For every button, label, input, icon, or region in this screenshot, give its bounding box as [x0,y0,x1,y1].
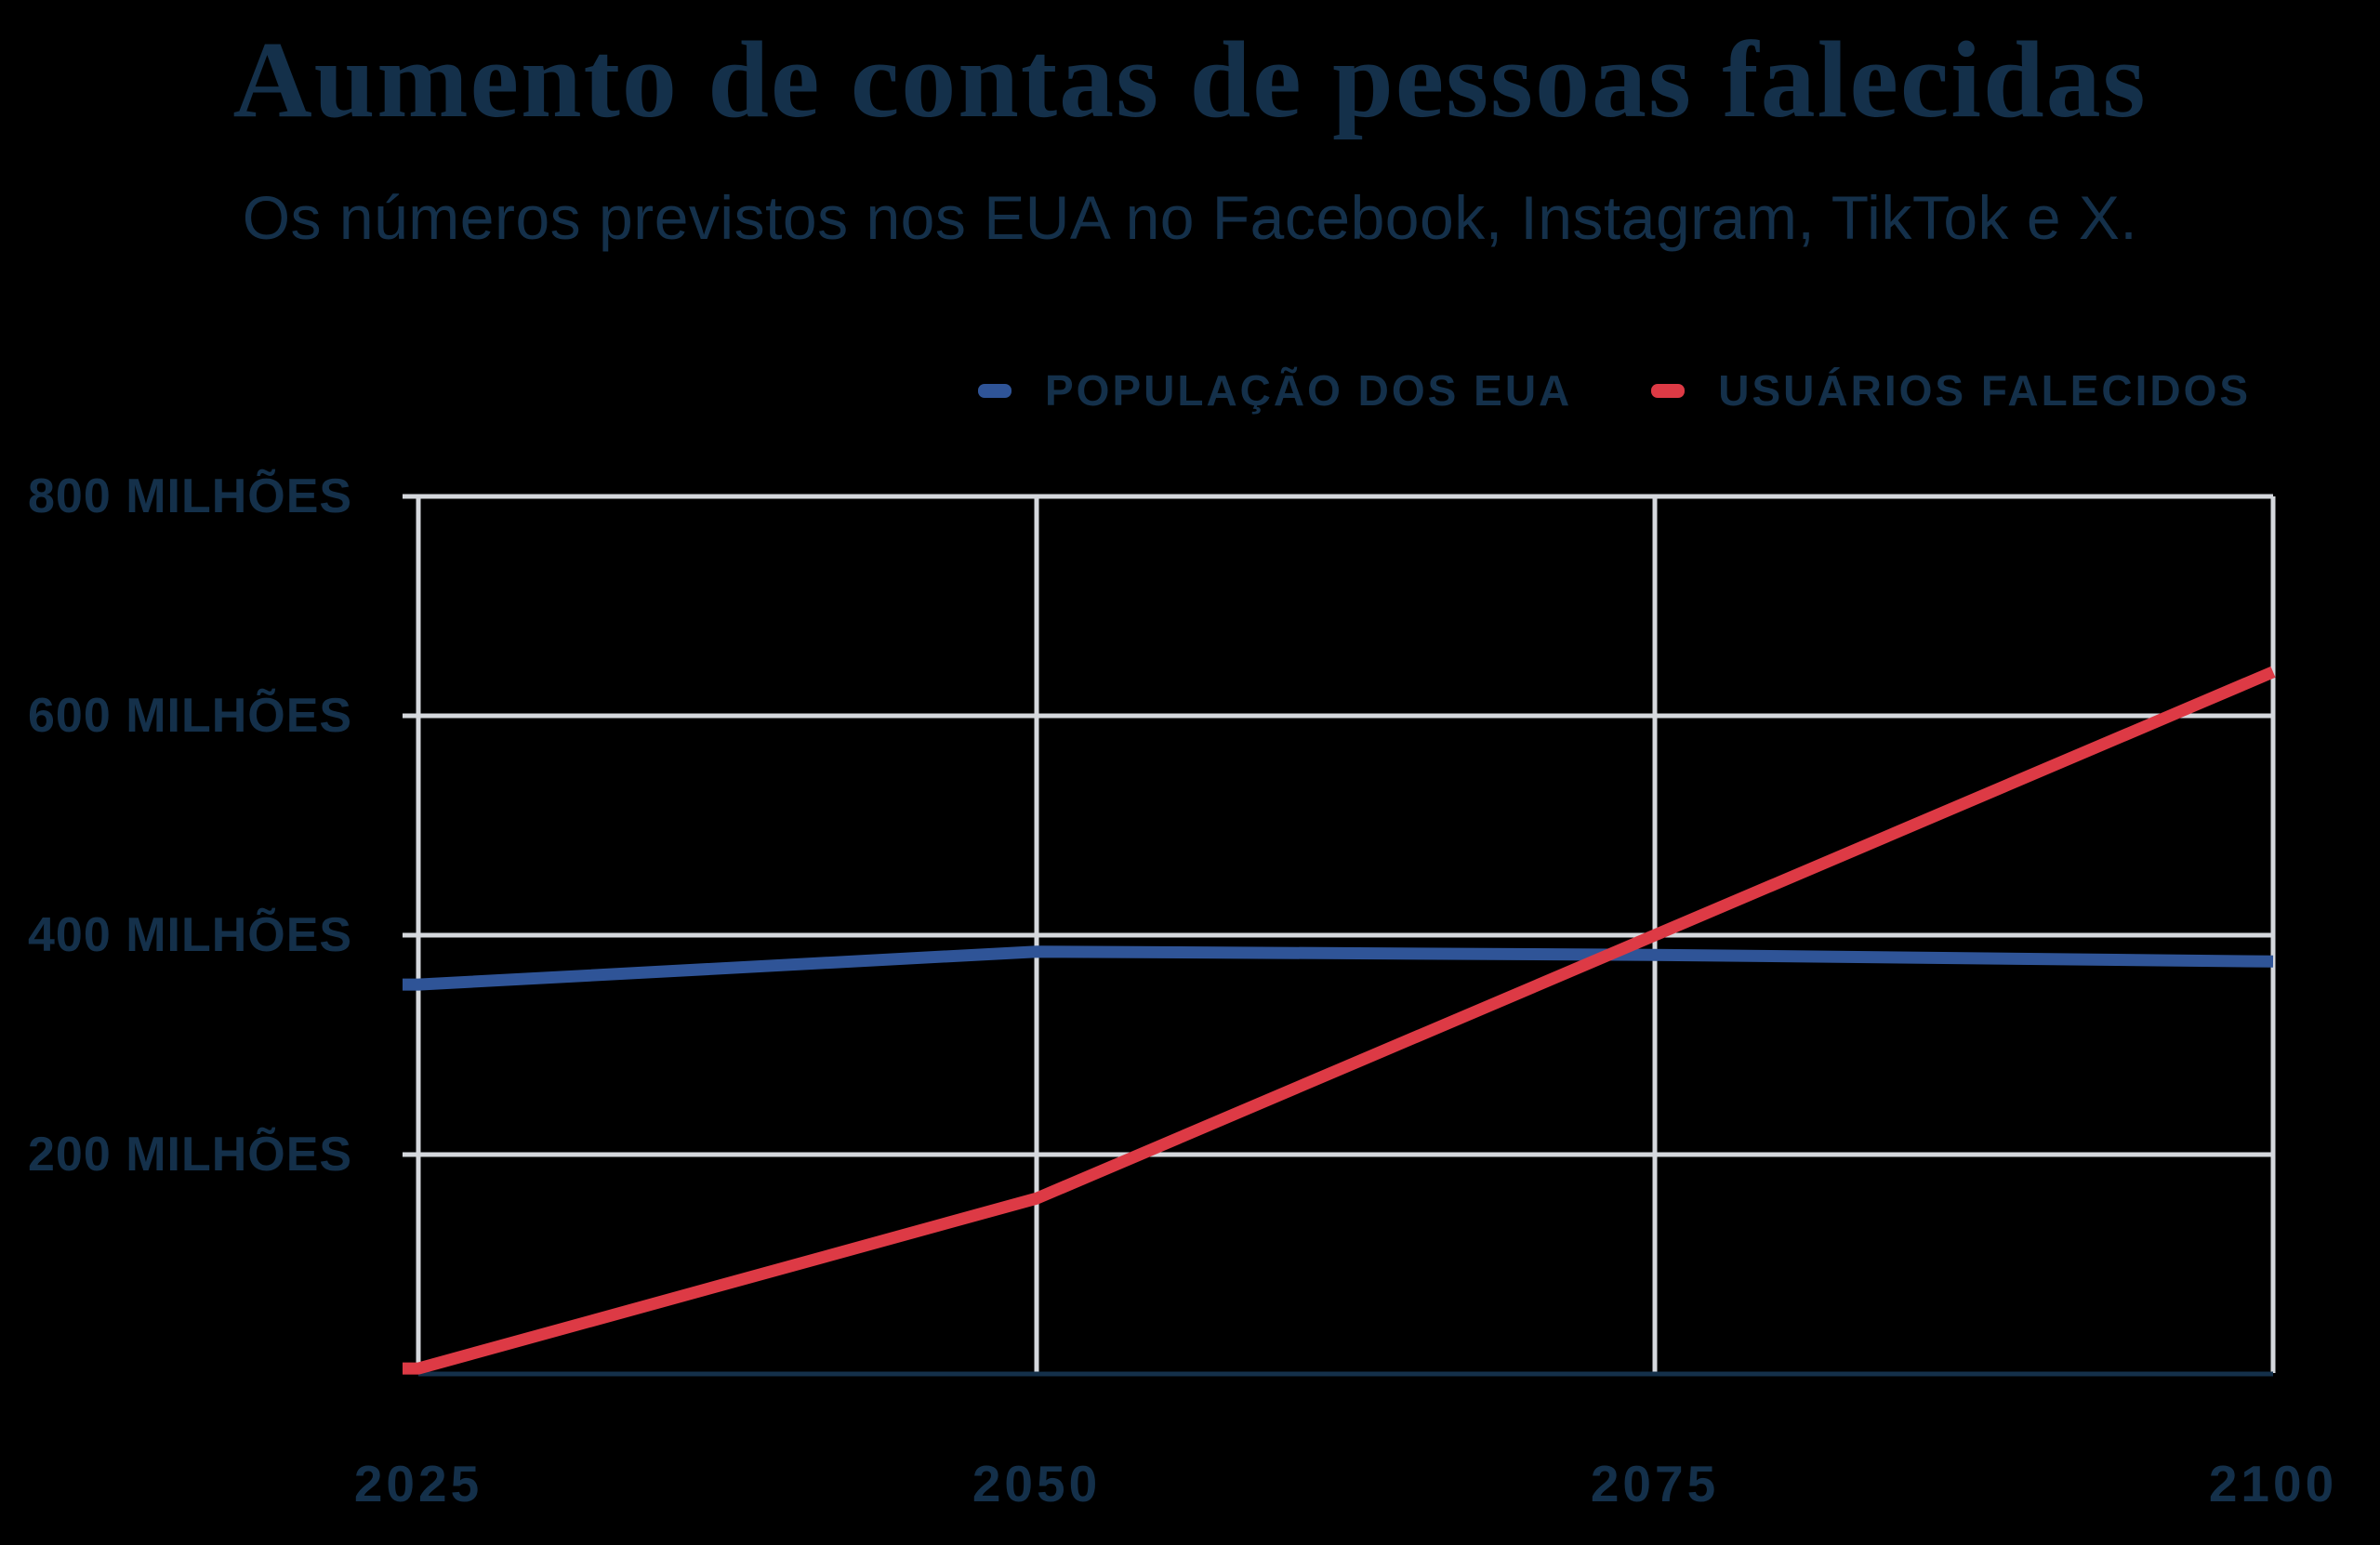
legend: POPULAÇÃO DOS EUA USUÁRIOS FALECIDOS [978,365,2251,416]
x-axis-label-2050: 2050 [972,1455,1102,1512]
deceased-line-swatch-icon [1651,383,1686,398]
page-subtitle: Os números previstos nos EUA no Facebook… [242,183,2138,252]
x-axis-label-2075: 2075 [1590,1455,1720,1512]
y-axis-label-800: 800 MILHÕES [28,469,353,523]
x-axis-label-2025: 2025 [353,1455,483,1512]
us-population-line [403,945,2274,991]
legend-item-us-population: POPULAÇÃO DOS EUA [978,365,1572,416]
population-line-swatch-icon [978,383,1012,398]
x-axis-label-2100: 2100 [2208,1455,2338,1512]
page-title: Aumento de contas de pessoas falecidas [232,19,2148,140]
legend-item-deceased-users: USUÁRIOS FALECIDOS [1651,365,2251,416]
legend-label-deceased-users: USUÁRIOS FALECIDOS [1718,366,2252,415]
y-axis-label-200: 200 MILHÕES [28,1128,353,1182]
y-axis-label-600: 600 MILHÕES [28,689,353,743]
y-axis-label-400: 400 MILHÕES [28,908,353,962]
deceased-users-line [403,666,2276,1375]
legend-label-us-population: POPULAÇÃO DOS EUA [1045,366,1573,415]
